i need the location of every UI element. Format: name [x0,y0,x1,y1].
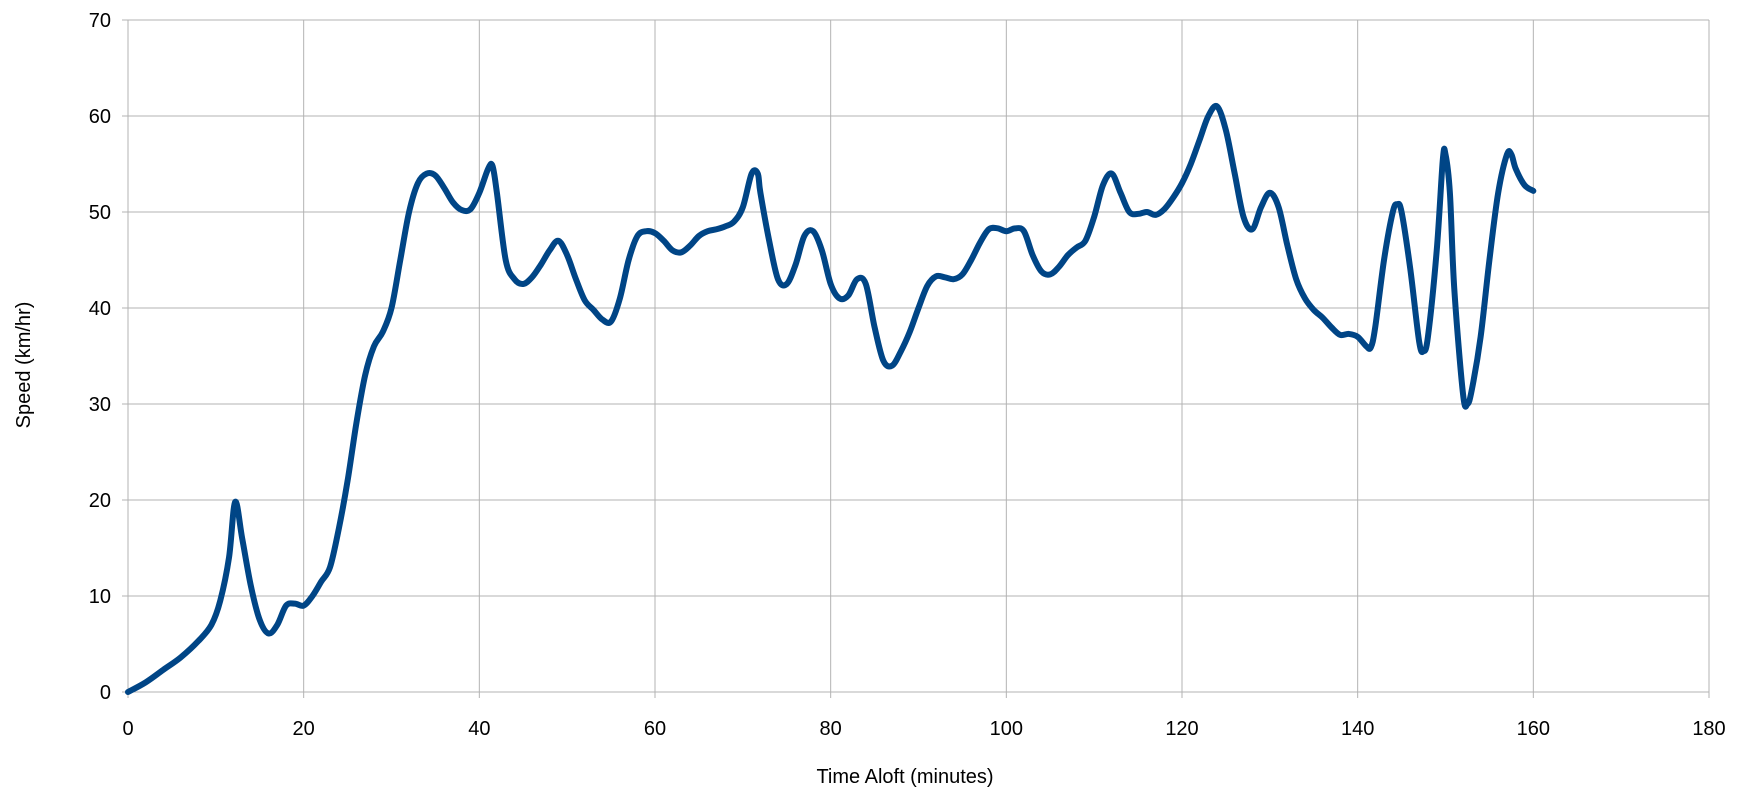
x-tick-label: 100 [990,718,1023,740]
y-tick-label: 50 [89,202,111,224]
x-tick-label: 60 [644,718,666,740]
x-tick-label: 20 [293,718,315,740]
x-tick-label: 180 [1692,718,1725,740]
y-tick-label: 0 [100,682,111,704]
y-tick-label: 30 [89,394,111,416]
x-tick-label: 80 [820,718,842,740]
x-tick-label: 120 [1165,718,1198,740]
y-tick-label: 70 [89,10,111,32]
x-tick-label: 0 [122,718,133,740]
series-layer [125,102,1537,695]
y-tick-label: 10 [89,586,111,608]
y-tick-label: 60 [89,106,111,128]
y-tick-label: 40 [89,298,111,320]
y-tick-label: 20 [89,490,111,512]
axes [127,20,1709,693]
x-tick-label: 160 [1517,718,1550,740]
x-axis-title: Time Aloft (minutes) [816,766,993,788]
series-line [125,102,1537,695]
gridlines [122,19,1710,698]
y-axis-title: Speed (km/hr) [13,302,35,429]
x-tick-label: 40 [468,718,490,740]
tick-labels: 0 20 40 60 80 100 120 140 160 180 0 10 20 30 40 50 60 70 [89,10,1726,740]
x-tick-label: 140 [1341,718,1374,740]
